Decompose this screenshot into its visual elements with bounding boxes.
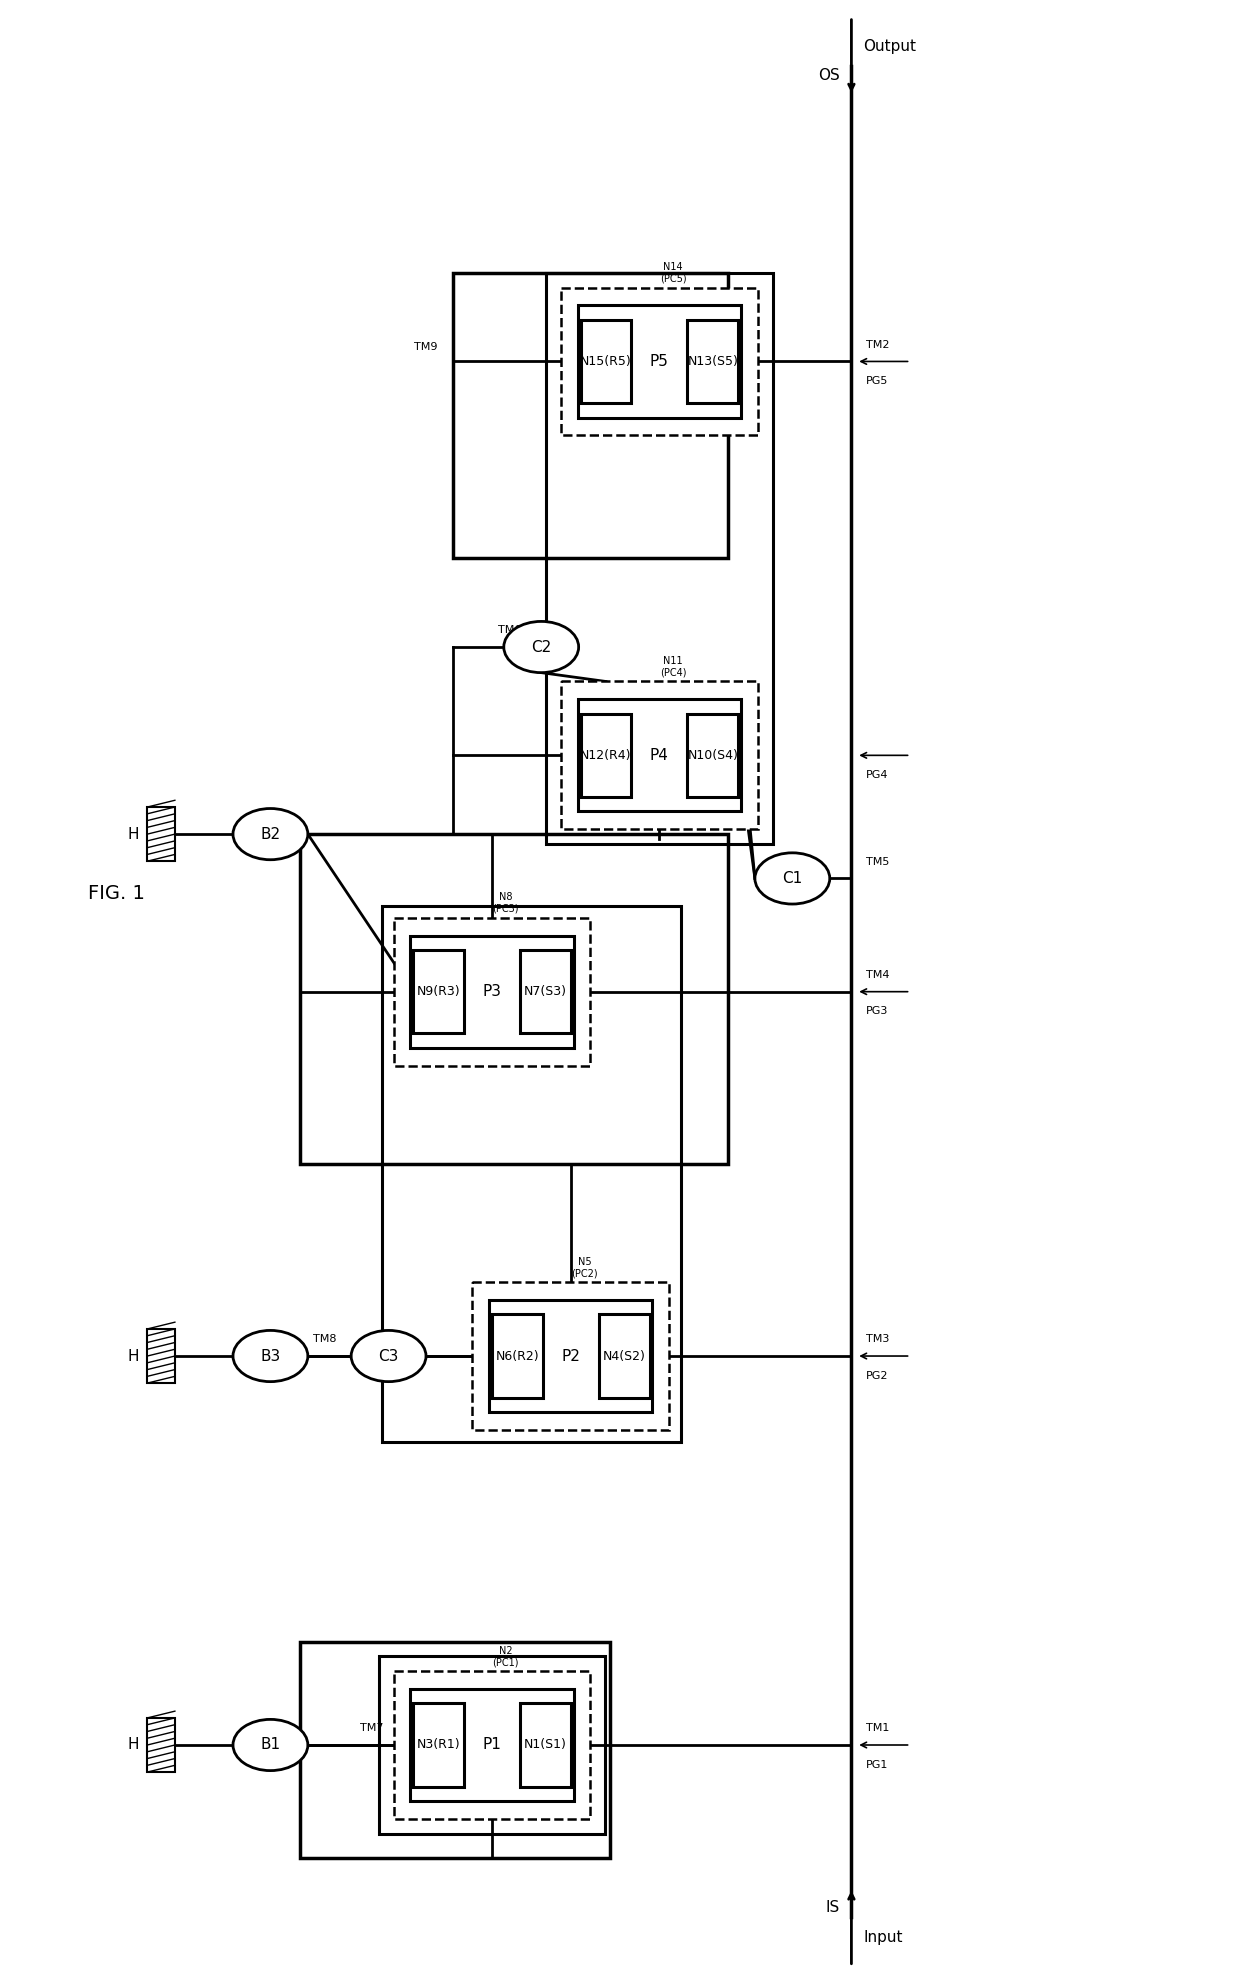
Text: N11
(PC4): N11 (PC4) [660, 656, 687, 677]
Bar [378, 1656, 605, 1833]
Bar [578, 699, 742, 811]
Bar [410, 935, 574, 1048]
Bar [410, 1689, 574, 1802]
Text: H: H [128, 1349, 139, 1363]
Ellipse shape [233, 809, 308, 860]
Text: N14
(PC5): N14 (PC5) [660, 262, 687, 284]
Bar [148, 807, 175, 860]
Text: H: H [128, 827, 139, 841]
Text: PG1: PG1 [867, 1760, 889, 1770]
Text: PG3: PG3 [867, 1006, 889, 1016]
Text: PG2: PG2 [867, 1370, 889, 1380]
Bar [520, 951, 570, 1034]
Bar [489, 1300, 652, 1412]
Text: N7(S3): N7(S3) [525, 984, 567, 998]
Bar [599, 1315, 650, 1398]
Text: P2: P2 [562, 1349, 580, 1363]
Text: P4: P4 [650, 748, 668, 762]
Bar [300, 835, 728, 1164]
Bar [578, 305, 742, 417]
Text: N9(R3): N9(R3) [417, 984, 460, 998]
Text: N15(R5): N15(R5) [580, 354, 632, 368]
Bar [413, 951, 464, 1034]
Ellipse shape [233, 1719, 308, 1770]
Text: IS: IS [826, 1900, 839, 1916]
Text: OS: OS [818, 69, 839, 83]
Text: B2: B2 [260, 827, 280, 841]
Text: TM6: TM6 [498, 626, 522, 636]
Text: TM9: TM9 [414, 341, 438, 352]
Text: C2: C2 [531, 640, 552, 654]
Bar [453, 274, 728, 559]
Bar [393, 1672, 590, 1819]
Bar [580, 715, 631, 797]
Text: N12(R4): N12(R4) [580, 748, 631, 762]
Text: N8
(PC3): N8 (PC3) [492, 892, 520, 914]
Text: P3: P3 [482, 984, 501, 998]
Ellipse shape [503, 622, 579, 673]
Text: N2
(PC1): N2 (PC1) [492, 1646, 520, 1668]
Text: C3: C3 [378, 1349, 399, 1363]
Bar [492, 1315, 543, 1398]
Text: C1: C1 [782, 870, 802, 886]
Text: TM2: TM2 [867, 339, 889, 350]
Bar [300, 1642, 610, 1859]
Text: P1: P1 [482, 1737, 501, 1752]
Bar [687, 715, 738, 797]
Text: Output: Output [863, 39, 916, 53]
Text: P5: P5 [650, 354, 668, 368]
Bar [546, 274, 773, 845]
Text: N3(R1): N3(R1) [417, 1739, 460, 1752]
Text: N10(S4): N10(S4) [687, 748, 738, 762]
Bar [382, 906, 681, 1441]
Text: TM1: TM1 [867, 1723, 889, 1733]
Text: TM8: TM8 [312, 1335, 336, 1345]
Ellipse shape [755, 853, 830, 904]
Ellipse shape [233, 1331, 308, 1382]
Bar [148, 1717, 175, 1772]
Text: Input: Input [863, 1930, 903, 1945]
Bar [687, 319, 738, 404]
Text: PG4: PG4 [867, 770, 889, 780]
Text: N6(R2): N6(R2) [496, 1349, 539, 1363]
Bar [393, 918, 590, 1065]
Text: FIG. 1: FIG. 1 [88, 884, 145, 902]
Text: N4(S2): N4(S2) [603, 1349, 646, 1363]
Bar [560, 681, 758, 829]
Bar [520, 1703, 570, 1786]
Text: H: H [128, 1737, 139, 1752]
Bar [472, 1282, 670, 1429]
Text: N5
(PC2): N5 (PC2) [572, 1256, 598, 1278]
Text: N1(S1): N1(S1) [525, 1739, 567, 1752]
Bar [560, 287, 758, 435]
Text: PG5: PG5 [867, 376, 889, 386]
Text: B3: B3 [260, 1349, 280, 1363]
Bar [148, 1329, 175, 1382]
Text: TM5: TM5 [867, 857, 889, 866]
Text: TM7: TM7 [360, 1723, 383, 1733]
Bar [413, 1703, 464, 1786]
Ellipse shape [351, 1331, 427, 1382]
Text: N13(S5): N13(S5) [687, 354, 738, 368]
Text: TM4: TM4 [867, 971, 889, 981]
Text: B1: B1 [260, 1737, 280, 1752]
Bar [580, 319, 631, 404]
Text: TM3: TM3 [867, 1335, 889, 1345]
